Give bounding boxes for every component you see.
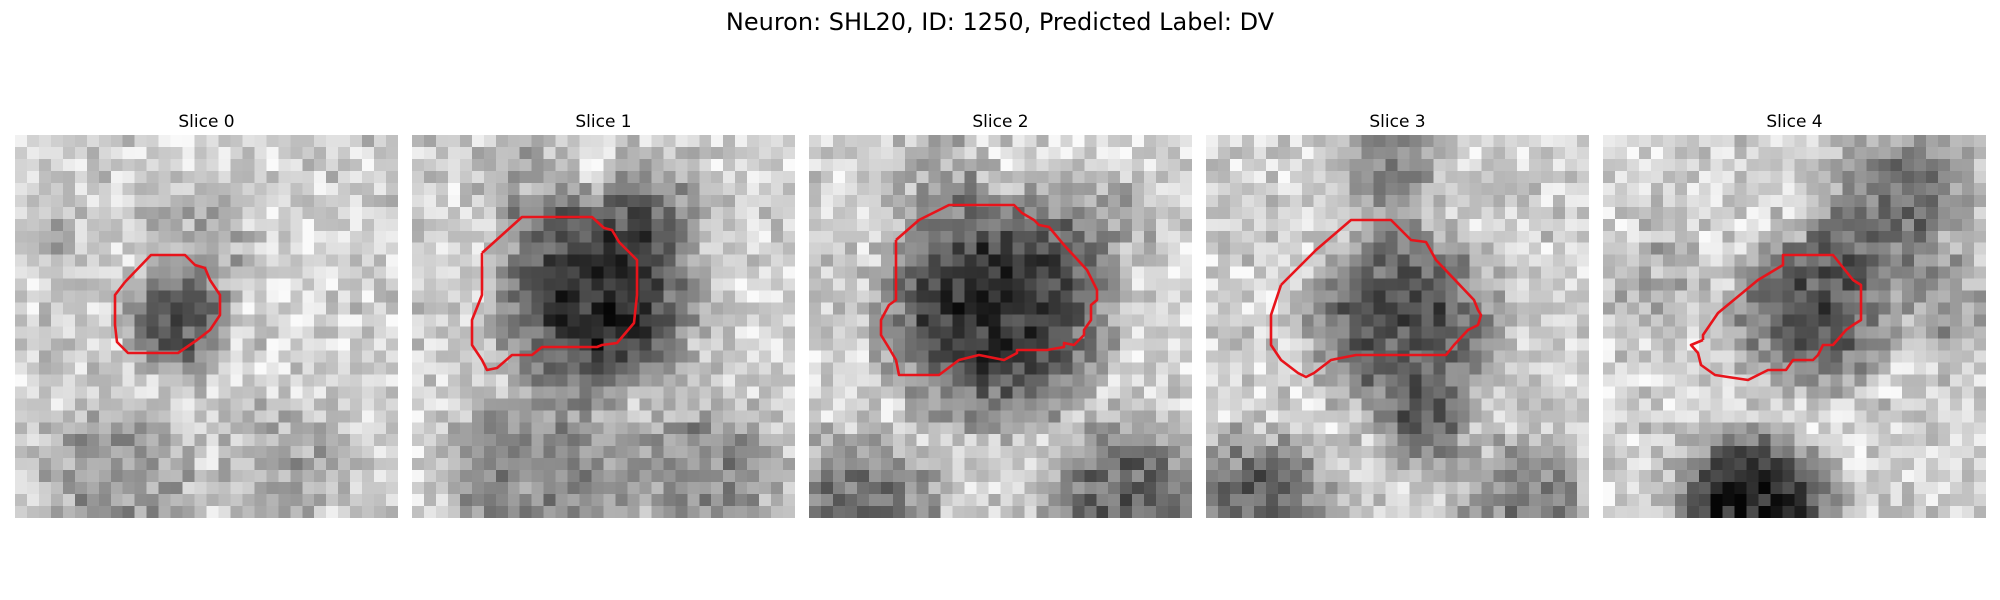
slice-panel-2: Slice 2 bbox=[809, 110, 1192, 518]
slice-panel-4: Slice 4 bbox=[1603, 110, 1986, 518]
contour-line bbox=[1269, 218, 1483, 379]
contour-line bbox=[879, 203, 1099, 377]
slice-image bbox=[412, 135, 795, 518]
segmentation-contour bbox=[1269, 218, 1483, 379]
slice-title: Slice 0 bbox=[178, 112, 235, 132]
segmentation-contour bbox=[470, 215, 639, 372]
slice-title: Slice 3 bbox=[1369, 112, 1426, 132]
slice-panel-3: Slice 3 bbox=[1206, 110, 1589, 518]
grayscale-microscopy-image bbox=[1603, 135, 1986, 518]
contour-line bbox=[470, 215, 639, 372]
segmentation-contour bbox=[113, 253, 222, 355]
segmentation-contour bbox=[1689, 253, 1863, 382]
slice-image bbox=[1206, 135, 1589, 518]
slice-image bbox=[15, 135, 398, 518]
contour-line bbox=[113, 253, 222, 355]
grayscale-microscopy-image bbox=[809, 135, 1192, 518]
slice-title: Slice 4 bbox=[1766, 112, 1823, 132]
slice-image bbox=[1603, 135, 1986, 518]
grayscale-microscopy-image bbox=[15, 135, 398, 518]
segmentation-contour bbox=[879, 203, 1099, 377]
slice-panel-1: Slice 1 bbox=[412, 110, 795, 518]
grayscale-microscopy-image bbox=[412, 135, 795, 518]
slice-panel-0: Slice 0 bbox=[15, 110, 398, 518]
contour-line bbox=[1689, 253, 1863, 382]
slice-image bbox=[809, 135, 1192, 518]
slice-title: Slice 1 bbox=[575, 112, 632, 132]
figure-title: Neuron: SHL20, ID: 1250, Predicted Label… bbox=[725, 8, 1275, 36]
slice-title: Slice 2 bbox=[972, 112, 1029, 132]
